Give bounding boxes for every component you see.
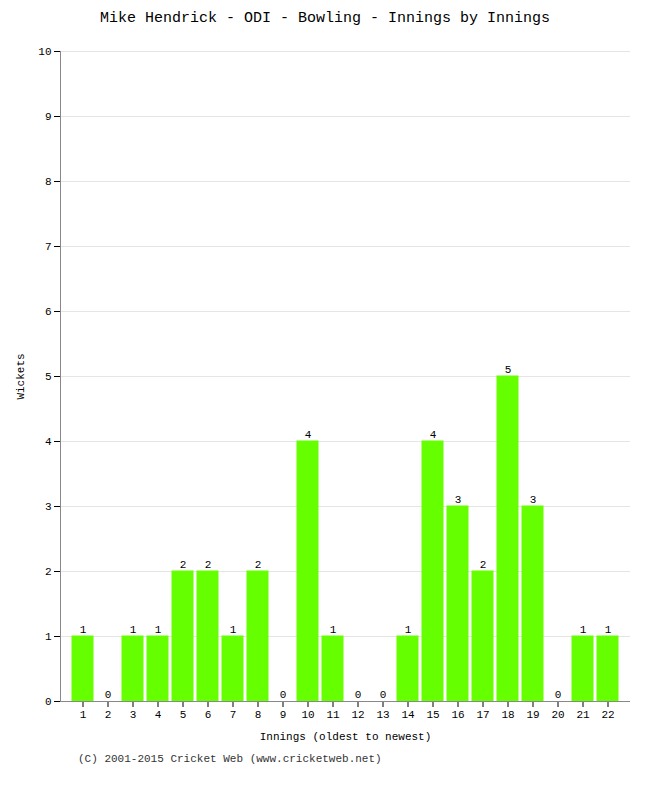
svg-text:3: 3 [455,494,462,506]
svg-text:6: 6 [45,306,52,318]
svg-text:1: 1 [605,624,612,636]
svg-text:14: 14 [401,709,415,721]
svg-text:9: 9 [45,111,52,123]
svg-text:3: 3 [530,494,537,506]
svg-text:7: 7 [230,709,237,721]
svg-text:1: 1 [45,631,52,643]
svg-text:19: 19 [526,709,539,721]
svg-text:16: 16 [451,709,464,721]
html-text:(C) 2001-2015 Cricket Web (www: (C) 2001-2015 Cricket Web (www.cricketwe… [78,753,382,765]
svg-text:1: 1 [580,624,587,636]
svg-text:1: 1 [330,624,337,636]
svg-text:2: 2 [205,559,212,571]
svg-text:0: 0 [45,696,52,708]
svg-text:8: 8 [255,709,262,721]
svg-text:2: 2 [255,559,262,571]
svg-text:1: 1 [80,624,87,636]
svg-text:9: 9 [280,709,287,721]
svg-text:1: 1 [230,624,237,636]
svg-text:10: 10 [301,709,314,721]
svg-text:4: 4 [305,429,312,441]
svg-text:20: 20 [551,709,564,721]
svg-text:0: 0 [380,689,387,701]
svg-text:3: 3 [45,501,52,513]
svg-text:2: 2 [45,566,52,578]
svg-text:5: 5 [180,709,187,721]
svg-text:2: 2 [105,709,112,721]
svg-text:0: 0 [105,689,112,701]
svg-text:11: 11 [326,709,340,721]
svg-text:1: 1 [405,624,412,636]
svg-text:1: 1 [130,624,137,636]
svg-text:0: 0 [355,689,362,701]
svg-text:6: 6 [205,709,212,721]
svg-text:15: 15 [426,709,439,721]
svg-text:21: 21 [576,709,590,721]
svg-text:3: 3 [130,709,137,721]
svg-text:Innings (oldest to newest): Innings (oldest to newest) [260,731,432,743]
svg-text:22: 22 [601,709,614,721]
svg-text:0: 0 [280,689,287,701]
svg-text:4: 4 [45,436,52,448]
svg-text:10: 10 [38,46,51,58]
svg-text:17: 17 [476,709,489,721]
svg-text:0: 0 [555,689,562,701]
svg-text:5: 5 [45,371,52,383]
html-text:Mike Hendrick - ODI - Bowling: Mike Hendrick - ODI - Bowling - Innings … [100,10,550,27]
svg-text:1: 1 [155,624,162,636]
svg-text:4: 4 [430,429,437,441]
svg-text:1: 1 [80,709,87,721]
svg-text:13: 13 [376,709,389,721]
svg-text:2: 2 [480,559,487,571]
svg-text:8: 8 [45,176,52,188]
svg-text:12: 12 [351,709,364,721]
svg-text:2: 2 [180,559,187,571]
svg-text:5: 5 [505,364,512,376]
svg-text:7: 7 [45,241,52,253]
svg-text:4: 4 [155,709,162,721]
svg-text:18: 18 [501,709,514,721]
svg-text:Wickets: Wickets [15,353,27,399]
